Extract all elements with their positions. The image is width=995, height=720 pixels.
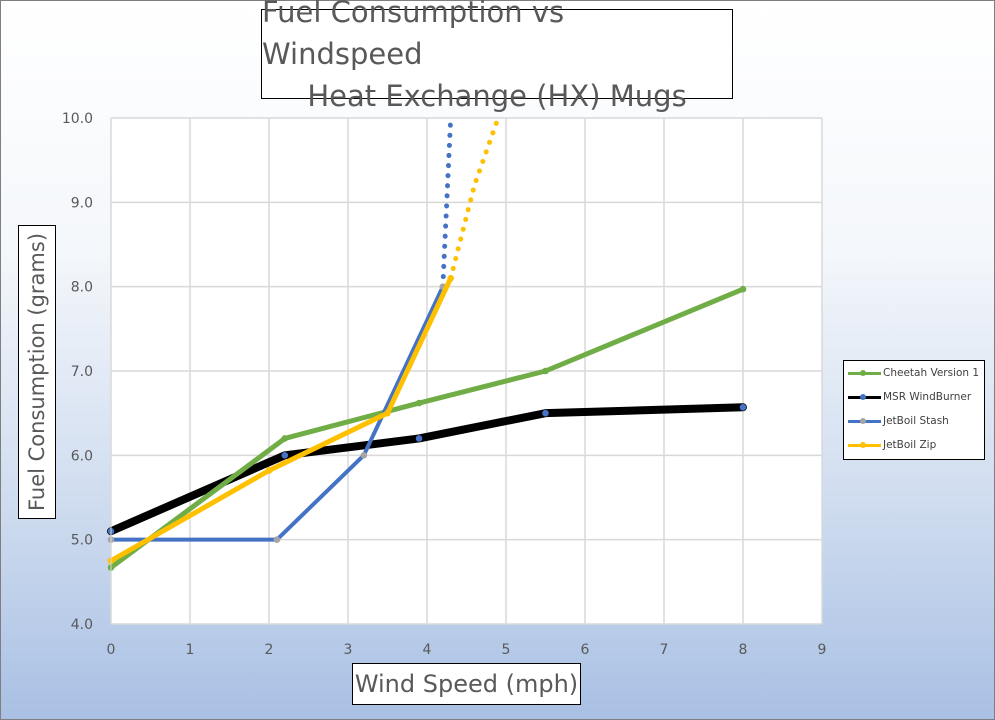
series-line-jetboil-stash — [109, 284, 445, 542]
x-tick-label: 2 — [265, 642, 274, 658]
legend-label: JetBoil Zip — [883, 439, 937, 451]
data-point-cheetah-version-1 — [281, 435, 289, 442]
data-point-msr-windburner — [739, 403, 747, 411]
series-extension-jetboil-zip — [448, 115, 501, 281]
legend-item-jetboil-stash: JetBoil Stash — [848, 411, 949, 431]
y-tick-label: 10.0 — [62, 111, 93, 127]
legend: Cheetah Version 1 MSR WindBurner JetBoil S… — [843, 360, 985, 460]
legend-item-jetboil-zip: JetBoil Zip — [848, 435, 936, 455]
legend-swatch-msr-windburner — [848, 391, 881, 403]
legend-label: MSR WindBurner — [883, 391, 972, 403]
y-tick-label: 9.0 — [71, 195, 93, 211]
plot-border — [110, 117, 823, 625]
data-point-jetboil-zip — [384, 409, 391, 417]
y-axis-label: Fuel Consumption (grams) — [18, 225, 56, 519]
chart-title-line2: Heat Exchange (HX) Mugs — [307, 79, 687, 113]
x-tick-label: 5 — [502, 642, 511, 658]
data-point-jetboil-stash — [273, 536, 281, 543]
x-tick-label: 4 — [423, 642, 432, 658]
legend-label: JetBoil Stash — [883, 415, 949, 427]
y-tick-label: 4.0 — [71, 617, 93, 633]
data-point-jetboil-zip — [447, 274, 455, 282]
legend-item-cheetah-version-1: Cheetah Version 1 — [848, 363, 979, 383]
y-axis-label-text: Fuel Consumption (grams) — [25, 232, 50, 512]
data-point-cheetah-version-1 — [542, 367, 549, 375]
legend-swatch-jetboil-zip — [848, 439, 881, 451]
y-tick-label: 8.0 — [71, 280, 93, 296]
chart-title-line1: Fuel Consumption vs Windspeed — [262, 0, 565, 71]
data-point-cheetah-version-1 — [739, 285, 747, 293]
data-point-jetboil-zip — [265, 467, 273, 474]
chart-title: Fuel Consumption vs Windspeed Heat Excha… — [261, 0, 733, 113]
legend-swatch-cheetah-version-1 — [848, 367, 881, 379]
x-tick-label: 7 — [660, 642, 669, 658]
x-axis-label: Wind Speed (mph) — [352, 663, 581, 705]
y-tick-label: 7.0 — [71, 364, 93, 380]
x-tick-label: 9 — [818, 642, 827, 658]
data-point-jetboil-stash — [360, 452, 368, 459]
legend-swatch-jetboil-stash — [848, 415, 881, 427]
x-tick-label: 3 — [344, 642, 353, 658]
data-point-msr-windburner — [281, 452, 289, 459]
y-tick-label: 6.0 — [71, 448, 93, 464]
legend-label: Cheetah Version 1 — [883, 367, 980, 379]
x-tick-label: 6 — [581, 642, 590, 658]
data-point-msr-windburner — [542, 409, 549, 417]
x-tick-label: 1 — [186, 642, 195, 658]
x-tick-label: 0 — [107, 642, 116, 658]
data-point-msr-windburner — [415, 435, 423, 442]
legend-item-msr-windburner: MSR WindBurner — [848, 387, 971, 407]
series-line-jetboil-zip — [108, 275, 454, 564]
data-point-cheetah-version-1 — [415, 399, 423, 407]
series-extension-jetboil-stash — [440, 115, 454, 290]
x-tick-label: 8 — [739, 642, 748, 658]
y-tick-label: 5.0 — [71, 533, 93, 549]
